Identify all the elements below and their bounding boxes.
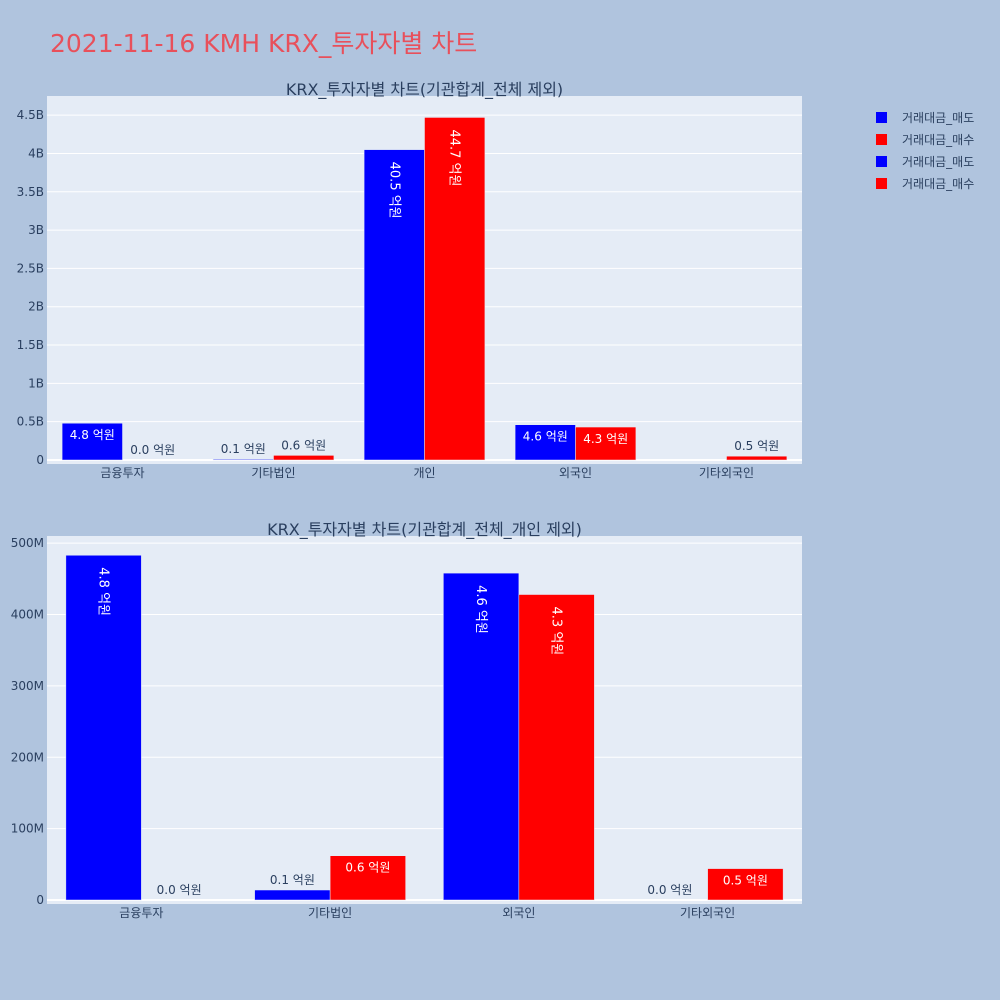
data-label: 0.0 억원 [157,883,202,897]
x-tick-label: 기타법인 [308,906,352,920]
data-label: 0.0 억원 [647,883,692,897]
y-tick-label: 400M [11,608,44,622]
y-tick-label: 4.5B [17,108,44,122]
data-label: 4.6 억원 [523,430,568,444]
y-tick-label: 4B [28,146,44,160]
legend-item[interactable]: 거래대금_매도 [876,150,974,172]
legend[interactable]: 거래대금_매도 거래대금_매수 거래대금_매도 거래대금_매수 [876,106,974,194]
bar [273,455,335,461]
data-label: 0.5 억원 [723,874,768,888]
bar [329,855,406,901]
data-label: 0.6 억원 [345,861,390,875]
bar [575,426,637,461]
data-label: 0.1 억원 [221,442,266,456]
bar [61,422,123,461]
data-label: 44.7 억원 [447,129,462,186]
chart-title: KRX_투자자별 차트(기관합계_전체_개인 제외) [267,520,582,540]
y-tick-label: 1B [28,376,44,390]
y-tick-label: 0.5B [17,415,44,429]
y-tick-label: 500M [11,536,44,550]
legend-label: 거래대금_매수 [902,176,975,191]
bar [518,594,595,901]
data-label: 0.1 억원 [270,873,315,887]
legend-item[interactable]: 거래대금_매수 [876,128,974,150]
bar [707,868,784,901]
y-tick-label: 3B [28,223,44,237]
y-tick-label: 0 [36,893,44,907]
data-label: 0.5 억원 [734,439,779,453]
legend-label: 거래대금_매수 [902,132,975,147]
data-label: 40.5 억원 [386,162,401,219]
legend-swatch [876,155,887,167]
data-label: 4.6 억원 [473,585,488,634]
x-tick-label: 개인 [413,466,435,480]
y-tick-label: 100M [11,822,44,836]
x-tick-label: 금융투자 [100,466,144,480]
data-label: 4.8 억원 [96,567,111,616]
x-tick-label: 금융투자 [119,906,163,920]
bar [443,572,520,901]
bar [65,555,142,901]
data-label: 0.0 억원 [130,443,175,457]
legend-label: 거래대금_매도 [902,110,975,125]
bar [424,117,486,461]
x-tick-label: 외국인 [502,906,535,920]
legend-item[interactable]: 거래대금_매도 [876,106,974,128]
legend-swatch [876,177,887,189]
bar [363,149,425,461]
page-title: 2021-11-16 KMH KRX_투자자별 차트 [50,29,478,58]
y-tick-label: 2.5B [17,261,44,275]
data-label: 4.3 억원 [583,432,628,446]
data-label: 0.6 억원 [281,438,326,452]
bar [212,458,274,461]
bar [726,455,788,461]
chart-title: KRX_투자자별 차트(기관합계_전체 제외) [286,80,563,100]
y-tick-label: 3.5B [17,185,44,199]
x-tick-label: 외국인 [559,466,592,480]
y-tick-label: 0 [36,453,44,467]
y-tick-label: 2B [28,300,44,314]
legend-item[interactable]: 거래대금_매수 [876,172,974,194]
data-label: 4.3 억원 [549,607,564,656]
y-tick-label: 300M [11,679,44,693]
legend-label: 거래대금_매도 [902,154,975,169]
x-tick-label: 기타외국인 [680,906,735,920]
y-tick-label: 1.5B [17,338,44,352]
bar [254,889,331,901]
legend-swatch [876,111,887,123]
plot-background [47,536,802,904]
y-tick-label: 200M [11,750,44,764]
x-tick-label: 기타법인 [251,466,295,480]
data-label: 4.8 억원 [70,428,115,442]
legend-swatch [876,133,887,145]
x-tick-label: 기타외국인 [699,466,754,480]
